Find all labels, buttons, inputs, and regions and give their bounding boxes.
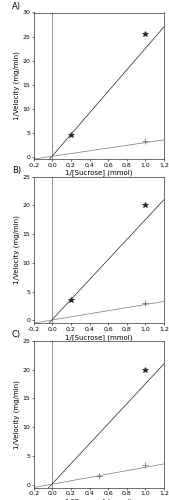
X-axis label: 1/[Sucrose] (mmol): 1/[Sucrose] (mmol) [65, 498, 133, 500]
X-axis label: 1/[Sucrose] (mmol): 1/[Sucrose] (mmol) [65, 334, 133, 340]
Text: B): B) [12, 166, 21, 175]
X-axis label: 1/[Sucrose] (mmol): 1/[Sucrose] (mmol) [65, 170, 133, 176]
Text: I = 0 mmol: I = 0 mmol [114, 200, 149, 205]
Text: C): C) [12, 330, 21, 340]
Text: I = 1,71 mmol: I = 1,71 mmol [114, 222, 159, 227]
Y-axis label: 1/Velocity (mg/min): 1/Velocity (mg/min) [14, 52, 20, 120]
Y-axis label: 1/Velocity (mg/min): 1/Velocity (mg/min) [14, 216, 20, 284]
Text: Ki = 0,37 mmol: Ki = 0,37 mmol [36, 379, 85, 384]
Text: A): A) [12, 2, 21, 11]
Y-axis label: 1/Velocity (mg/min): 1/Velocity (mg/min) [14, 380, 20, 448]
Text: Ki = 0,28 mmol: Ki = 0,28 mmol [36, 215, 85, 220]
Text: I = 1,71 mmol: I = 1,71 mmol [114, 386, 159, 392]
Text: I = 0 mmol: I = 0 mmol [114, 364, 149, 370]
